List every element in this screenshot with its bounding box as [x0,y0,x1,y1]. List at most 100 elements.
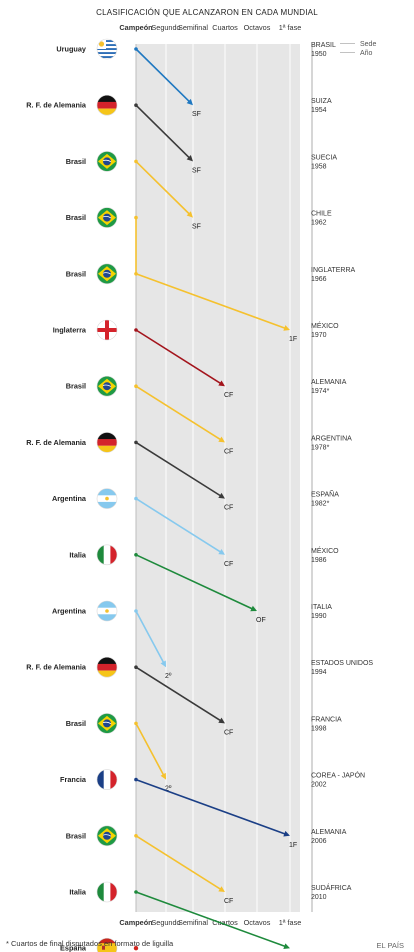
arrow-head [186,155,193,162]
arrow-head [218,717,225,724]
champion-row: Brasil ALEMANIA 2006 [66,825,347,847]
result-line [135,610,166,665]
argentina-flag-icon [96,488,118,509]
stage-header-top: Semifinal [178,23,208,32]
champion-label: R. F. de Alemania [26,101,87,110]
champion-row: R. F. de Alemania ESTADOS UNIDOS 1994 [26,656,373,678]
germany-flag-icon [96,432,118,453]
champion-label: Brasil [66,213,86,222]
brazil-flag-icon [96,375,118,397]
next-year-label: 2002 [311,782,327,789]
next-host-label: FRANCIA [311,716,342,723]
next-year-label: 1962 [311,220,327,227]
chart-title: CLASIFICACIÓN QUE ALCANZARON EN CADA MUN… [96,8,318,17]
germany-flag-icon [96,656,118,678]
champion-label: Brasil [66,719,86,728]
result-start-dot [134,328,138,332]
champion-label: Inglaterra [53,326,87,335]
result-line [135,778,288,836]
result-start-dot [134,665,138,669]
arrow-head [160,772,166,780]
champion-label: España [60,944,87,952]
arrow-head [186,98,193,106]
next-year-label: 1958 [311,163,327,170]
next-year-label: 1986 [311,557,327,564]
result-line [135,497,223,554]
spain-flag-icon [96,937,118,952]
arrow-head [218,549,225,555]
result-start-dot [134,384,138,389]
finish-label: CF [224,898,233,905]
next-year-label: 1954 [311,107,327,114]
next-host-label: INGLATERRA [311,267,356,274]
finish-label: OF [256,617,266,624]
finish-label: 2º [165,786,172,793]
champion-row: R. F. de Alemania SUIZA 1954 [26,94,332,116]
next-host-label: SUECIA [311,154,337,161]
uruguay-flag-icon [96,38,118,60]
result-line [135,891,288,948]
champion-row: Brasil CHILE 1962 [66,207,332,228]
champion-row: Brasil ALEMANIA 1974* [66,375,347,397]
arrow-head [218,492,225,499]
arrow-head [218,380,225,387]
result-start-dot [134,47,138,51]
champion-label: Italia [69,888,87,897]
finish-label: SF [192,167,201,174]
next-year-label: 1990 [311,613,327,620]
france-flag-icon [96,769,118,790]
next-host-label: MÉXICO [311,321,339,330]
result-line [135,723,166,778]
finish-label: SF [192,111,201,118]
finish-label: 1F [289,842,297,849]
result-line [135,160,192,217]
arrow-head [283,943,290,949]
finish-label: CF [224,392,233,399]
next-host-label: ITALIA [311,604,332,611]
next-host-label: SUDÁFRICA [311,883,352,892]
result-start-dot [134,834,138,838]
result-start-dot [134,721,138,726]
result-line [135,666,223,723]
stage-header-top: Campeón [119,23,152,32]
result-line [135,273,288,330]
next-host-label: SUIZA [311,98,332,105]
result-line [135,385,223,442]
result-start-dot [134,609,138,613]
legend-year-label: Año [360,50,373,57]
brazil-flag-icon [96,263,118,285]
next-year-label: 1970 [311,332,327,339]
italy-flag-icon [96,881,118,903]
champion-label: R. F. de Alemania [26,663,87,672]
stage-header-top: 1ª fase [279,23,302,32]
legend-host-label: Sede [360,41,376,48]
champion-label: Brasil [66,831,86,840]
champion-label: Uruguay [56,45,87,54]
champion-row: Italia MÉXICO 1986 [69,544,339,566]
brazil-flag-icon [96,825,118,847]
arrow-head [250,605,257,612]
finish-label: CF [224,448,233,455]
champion-label: Argentina [52,607,87,616]
champion-row: Brasil FRANCIA 1998 [66,713,342,734]
result-line [135,48,192,104]
result-line [135,835,223,892]
next-host-label: CHILE [311,211,332,218]
stage-header-bottom: Segundo [151,918,180,927]
result-start-dot [134,890,138,894]
next-year-label: 1998 [311,725,327,732]
stage-header-bottom: Cuartos [212,918,238,927]
stage-header-bottom: Campeón [119,918,152,927]
next-year-label: 1982* [311,501,330,508]
brazil-flag-icon [96,207,118,228]
result-start-dot [134,496,138,501]
next-year-label: 1950 [311,51,327,58]
arrow-head [283,325,290,331]
next-year-label: 2006 [311,838,327,845]
next-host-label: BRASIL [311,42,336,49]
brazil-flag-icon [96,713,118,734]
stage-header-top: Segundo [151,23,180,32]
champion-row: Italia SUDÁFRICA 2010 [69,881,352,903]
italy-flag-icon [96,544,118,566]
champion-label: Brasil [66,382,86,391]
